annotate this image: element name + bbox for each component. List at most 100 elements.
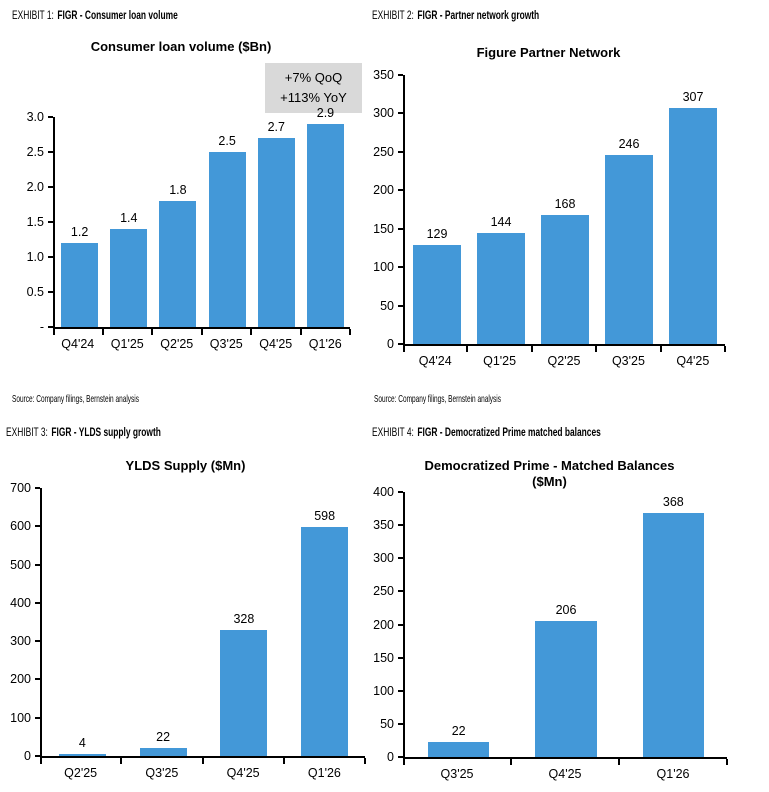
x-axis-tick-mark <box>53 329 55 335</box>
x-axis-tick-mark <box>282 758 285 764</box>
x-category-label: Q2'25 <box>64 766 98 780</box>
x-axis-tick-mark <box>201 758 204 764</box>
x-axis-tick-mark <box>659 346 662 352</box>
y-axis-tick-label: 150 <box>373 221 394 236</box>
chart-democratized-prime-matched-balances: Democratized Prime - Matched Balances ($M… <box>372 458 728 782</box>
x-category-label: Q3'25 <box>145 766 179 780</box>
bar-slot: 168 <box>533 75 597 344</box>
y-axis-tick-label: 300 <box>373 106 394 121</box>
bar-slot: 246 <box>597 75 661 344</box>
chart-title: YLDS Supply ($Mn) <box>6 458 365 474</box>
y-axis-tick-mark <box>48 150 53 153</box>
y-axis: 350 300 250 200 150 100 50 0 <box>372 68 403 351</box>
x-axis-tick-mark <box>349 329 351 335</box>
y-axis-tick-label: 400 <box>10 595 31 610</box>
y-axis-tick-mark <box>48 185 53 188</box>
y-axis-tick-label: 3.0 <box>26 110 44 124</box>
annotation-yoy: +113% YoY <box>280 90 347 105</box>
bar-slot: 2.7 <box>252 117 301 327</box>
exhibit-1-panel: EXHIBIT 1: FIGR - Consumer loan volume Co… <box>0 0 370 417</box>
y-axis-tick-mark <box>398 112 403 115</box>
y-axis-tick-mark <box>35 525 40 528</box>
exhibit-3-title: FIGR - YLDS supply growth <box>51 425 161 439</box>
bar-value-label: 206 <box>555 602 577 617</box>
bar <box>58 754 106 756</box>
exhibit-1-title: FIGR - Consumer loan volume <box>57 8 178 22</box>
y-axis-tick-label: 300 <box>10 634 31 649</box>
y-axis-tick-mark <box>398 524 403 527</box>
x-axis-tick-mark <box>364 758 366 764</box>
bar <box>139 747 187 756</box>
exhibit-4-header: EXHIBIT 4: FIGR - Democratized Prime matc… <box>372 425 621 440</box>
bar-value-label: 2.7 <box>267 120 285 134</box>
x-category-label: Q1'25 <box>483 354 517 368</box>
x-category-label: Q4'25 <box>548 767 582 781</box>
x-axis-labels: Q4'24 Q1'25 Q2'25 Q3'25 Q4'25 <box>403 354 725 369</box>
x-axis-tick-mark <box>403 346 405 352</box>
plot-row: 400 350 300 250 200 150 100 50 0 22 206 368 Q3'25 Q… <box>372 485 728 782</box>
x-axis-tick-mark <box>151 329 153 335</box>
y-axis-tick-mark <box>398 756 403 758</box>
y-axis-tick-mark <box>398 304 403 307</box>
y-axis-tick-label: 1.0 <box>26 249 44 264</box>
bar-slot: 2.5 <box>203 117 252 327</box>
y-axis-tick-mark <box>35 755 40 757</box>
bar <box>208 152 246 327</box>
plot-area: 129 144 168 246 307 <box>403 75 726 352</box>
y-axis-tick-label: 100 <box>373 683 394 698</box>
bars-container: 22 206 368 <box>405 492 727 757</box>
x-axis-ticks <box>403 757 728 765</box>
y-axis-tick-label: 200 <box>373 617 394 632</box>
bar-value-label: 4 <box>78 736 86 751</box>
bar-value-label: 22 <box>451 724 466 739</box>
y-axis-tick-mark <box>398 74 403 76</box>
exhibit-2-panel: EXHIBIT 2: FIGR - Partner network growth … <box>370 0 769 417</box>
bar-value-label: 307 <box>682 90 704 105</box>
x-axis-ticks <box>53 327 351 335</box>
bar-slot: 144 <box>469 75 533 344</box>
bar <box>110 229 148 327</box>
y-axis: 3.0 2.5 2.0 1.5 1.0 0.5 - <box>12 110 53 334</box>
y-axis-tick-label: 200 <box>10 672 31 687</box>
y-axis-tick-label: 600 <box>10 519 31 534</box>
x-axis-tick-mark <box>200 329 203 335</box>
source-note: Source: Company filings, Bernstein analy… <box>12 393 140 405</box>
x-axis-tick-mark <box>466 346 469 352</box>
bar-value-label: 246 <box>618 136 640 151</box>
x-axis-tick-mark <box>250 329 252 335</box>
plot-column: 4 22 328 598 Q2'25 Q3'25 Q4'25 Q1'26 <box>40 488 366 781</box>
plot-area: 22 206 368 <box>403 492 728 765</box>
y-axis-tick-label: 700 <box>10 481 31 495</box>
exhibit-2-title: FIGR - Partner network growth <box>417 8 540 22</box>
y-axis-tick-mark <box>48 326 53 328</box>
bar-value-label: 1.4 <box>120 211 138 225</box>
y-axis-tick-label: 0 <box>387 750 394 764</box>
y-axis-tick-label: 150 <box>373 650 394 665</box>
chart-ylds-supply: YLDS Supply ($Mn) 700 600 500 400 300 200 100 0… <box>6 458 366 781</box>
bar <box>605 154 653 344</box>
bar <box>301 527 349 756</box>
bar <box>669 108 717 344</box>
bar-slot: 206 <box>512 492 619 757</box>
y-axis-tick-mark <box>48 291 53 293</box>
exhibit-4-title: FIGR - Democratized Prime matched balanc… <box>417 425 601 439</box>
y-axis-tick-mark <box>48 116 53 118</box>
x-category-label: Q4'24 <box>61 337 95 351</box>
y-axis-tick-label: 0 <box>387 337 394 351</box>
plot-row: 3.0 2.5 2.0 1.5 1.0 0.5 - 1.2 1.4 1.8 2.5 2.7 2.9 Q… <box>12 106 351 352</box>
bars-container: 129 144 168 246 307 <box>405 75 725 344</box>
y-axis-tick-label: 200 <box>373 183 394 198</box>
x-axis-ticks <box>403 344 726 352</box>
chart-title-line: Consumer loan volume ($Bn) <box>90 39 272 54</box>
bar-slot: 22 <box>123 488 204 756</box>
bar <box>307 124 344 327</box>
y-axis-tick-label: 250 <box>373 584 394 599</box>
x-axis-tick-mark <box>510 759 512 765</box>
bar-value-label: 22 <box>156 729 171 744</box>
y-axis-tick-label: 50 <box>380 298 394 313</box>
x-category-label: Q4'25 <box>259 337 293 351</box>
x-axis-tick-mark <box>618 759 620 765</box>
bar-value-label: 1.2 <box>70 225 89 239</box>
y-axis: 700 600 500 400 300 200 100 0 <box>6 481 40 763</box>
exhibit-3-panel: EXHIBIT 3: FIGR - YLDS supply growth YLDS… <box>0 417 370 792</box>
